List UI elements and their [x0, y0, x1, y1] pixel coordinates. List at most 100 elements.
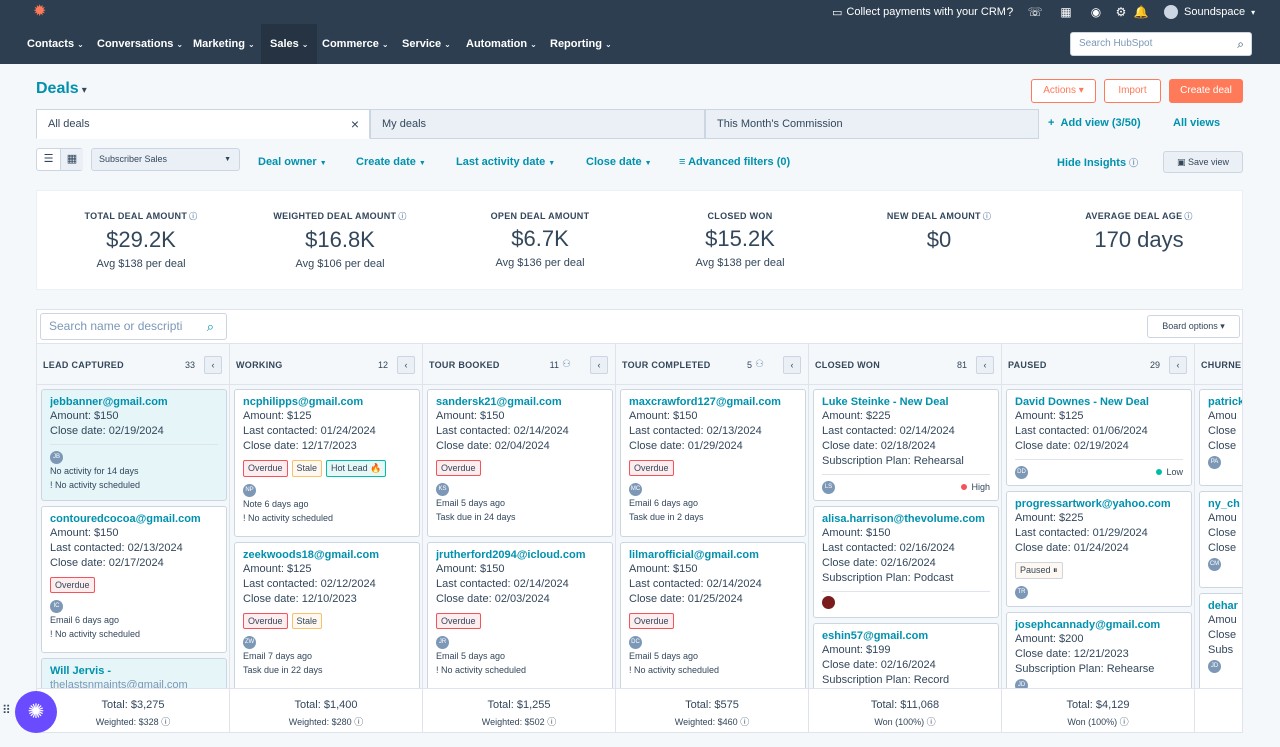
import-button[interactable]: Import	[1104, 79, 1161, 103]
avatar	[822, 596, 835, 609]
marketplace-icon[interactable]: ▦	[1060, 5, 1072, 19]
total-tour-booked: Total: $1,255 Weighted: $502 ⓘ	[423, 689, 616, 732]
actions-button[interactable]: Actions ▾	[1031, 79, 1096, 103]
avatar: NP	[243, 484, 256, 497]
notifications-icon[interactable]: 🔔	[1133, 5, 1149, 19]
metric-weighted-deal-amount: WEIGHTED DEAL AMOUNT ⓘ $16.8K Avg $106 per…	[273, 211, 407, 270]
search-icon: ⌕	[206, 319, 214, 334]
total-closed-won: Total: $11,068 Won (100%) ⓘ	[809, 689, 1002, 732]
deal-card[interactable]: zeekwoods18@gmail.com Amount: $125 Last …	[234, 542, 420, 692]
deal-card[interactable]: maxcrawford127@gmail.com Amount: $150 La…	[620, 389, 806, 537]
pipeline-select[interactable]: Subscriber Sales ▼	[91, 148, 240, 171]
board-column-lead-captured: LEAD CAPTURED 33 ‹ jebbanner@gmail.com Amo…	[37, 343, 230, 698]
help-icon[interactable]: ?	[1006, 5, 1014, 19]
board-column-working: WORKING 12 ‹ ncphilipps@gmail.com Amount: …	[230, 343, 423, 692]
metric-average-deal-age: AVERAGE DEAL AGE ⓘ 170 days	[1085, 211, 1193, 252]
settings-icon[interactable]: ⚙	[1115, 5, 1127, 19]
board-column-paused: PAUSED 29 ‹ David Downes - New Deal Amount…	[1002, 343, 1195, 692]
nav-sales[interactable]: Sales ⌄	[261, 24, 318, 64]
nav-reporting[interactable]: Reporting ⌄	[550, 38, 612, 50]
total-lead-captured: Total: $3,275 Weighted: $328 ⓘ	[37, 689, 230, 732]
last-activity-filter[interactable]: Last activity date ▼	[456, 156, 556, 168]
nav-service[interactable]: Service ⌄	[402, 38, 451, 50]
drag-handle-icon[interactable]: ⠿	[2, 703, 11, 717]
collapse-column-button[interactable]: ‹	[1169, 356, 1187, 374]
hide-insights-button[interactable]: Hide Insights ⓘ	[1057, 157, 1139, 169]
total-working: Total: $1,400 Weighted: $280 ⓘ	[230, 689, 423, 732]
deal-card[interactable]: contouredcocoa@gmail.com Amount: $150 La…	[41, 506, 227, 653]
collapse-column-button[interactable]: ‹	[976, 356, 994, 374]
tab-commission[interactable]: This Month's Commission	[705, 109, 1039, 139]
deal-card[interactable]: josephcannady@gmail.com Amount: $200 Clo…	[1006, 612, 1192, 692]
deal-card[interactable]: jrutherford2094@icloud.com Amount: $150 …	[427, 542, 613, 692]
account-menu[interactable]: Soundspace ▾	[1164, 0, 1255, 24]
create-deal-button[interactable]: Create deal	[1169, 79, 1243, 103]
total-paused: Total: $4,129 Won (100%) ⓘ	[1002, 689, 1195, 732]
deals-board: Search name or descripti ⌕ Board options …	[36, 309, 1243, 733]
avatar: LS	[822, 481, 835, 494]
assistant-launcher-button[interactable]: ✺	[15, 691, 57, 733]
board-search-input[interactable]: Search name or descripti ⌕	[40, 313, 227, 340]
view-toggle: ☰ ▦	[36, 148, 83, 171]
deal-card[interactable]: dehar Amou Close Subs JD	[1199, 593, 1242, 693]
advanced-filters-button[interactable]: ≡ Advanced filters (0)	[679, 156, 791, 168]
deal-card[interactable]: alisa.harrison@thevolume.com Amount: $15…	[813, 506, 999, 618]
deal-card[interactable]: ncphilipps@gmail.com Amount: $125 Last c…	[234, 389, 420, 537]
total-tour-completed: Total: $575 Weighted: $460 ⓘ	[616, 689, 809, 732]
deal-card[interactable]: jebbanner@gmail.com Amount: $150 Close d…	[41, 389, 227, 501]
copilot-icon[interactable]: ◉	[1090, 5, 1102, 19]
deal-card[interactable]: progressartwork@yahoo.com Amount: $225 L…	[1006, 491, 1192, 607]
page-title[interactable]: Deals ▾	[36, 80, 87, 97]
priority-high: High	[961, 482, 990, 492]
automation-icon: ⚇	[755, 359, 764, 370]
avatar: CM	[1208, 558, 1221, 571]
top-bar: ✹ ▭ Collect payments with your CRM ? ☏ ▦…	[0, 0, 1280, 24]
avatar: KS	[436, 483, 449, 496]
board-options-button[interactable]: Board options ▾	[1147, 315, 1240, 338]
avatar: JD	[1208, 660, 1221, 673]
nav-automation[interactable]: Automation ⌄	[466, 38, 537, 50]
promo-banner[interactable]: ▭ Collect payments with your CRM	[832, 0, 1006, 24]
collapse-column-button[interactable]: ‹	[397, 356, 415, 374]
deal-card[interactable]: lilmarofficial@gmail.com Amount: $150 La…	[620, 542, 806, 692]
nav-conversations[interactable]: Conversations ⌄	[97, 38, 184, 50]
avatar: ZW	[243, 636, 256, 649]
all-views-link[interactable]: All views	[1173, 117, 1221, 129]
deal-card[interactable]: patrick Amou Close Close PA	[1199, 389, 1242, 486]
deal-card[interactable]: eshin57@gmail.com Amount: $199 Close dat…	[813, 623, 999, 693]
close-date-filter[interactable]: Close date ▼	[586, 156, 652, 168]
tab-all-deals[interactable]: All deals ×	[36, 109, 370, 139]
tab-my-deals[interactable]: My deals	[370, 109, 705, 139]
phone-icon[interactable]: ☏	[1027, 5, 1043, 19]
account-avatar	[1164, 5, 1178, 19]
board-column-closed-won: CLOSED WON 81 ‹ Luke Steinke - New Deal Am…	[809, 343, 1002, 693]
add-view-button[interactable]: + Add view (3/50)	[1048, 117, 1141, 129]
collapse-column-button[interactable]: ‹	[590, 356, 608, 374]
global-search-input[interactable]: Search HubSpot ⌕	[1070, 32, 1252, 56]
deal-owner-filter[interactable]: Deal owner ▼	[258, 156, 327, 168]
list-view-icon[interactable]: ☰	[43, 153, 54, 165]
save-view-button[interactable]: ▣ Save view	[1163, 151, 1243, 173]
metric-total-deal-amount: TOTAL DEAL AMOUNT ⓘ $29.2K Avg $138 per de…	[84, 211, 198, 270]
deal-card[interactable]: ny_ch Amou Close Close CM	[1199, 491, 1242, 588]
deal-card[interactable]: Luke Steinke - New Deal Amount: $225 Las…	[813, 389, 999, 501]
close-icon[interactable]: ×	[350, 116, 359, 132]
collapse-column-button[interactable]: ‹	[204, 356, 222, 374]
collapse-column-button[interactable]: ‹	[783, 356, 801, 374]
filter-icon: ≡	[679, 156, 686, 168]
deal-card[interactable]: David Downes - New Deal Amount: $125 Las…	[1006, 389, 1192, 486]
board-column-churned: CHURNE patrick Amou Close Close PA ny_ch…	[1195, 343, 1242, 693]
promo-text: Collect payments with your CRM	[846, 6, 1006, 18]
insights-panel: TOTAL DEAL AMOUNT ⓘ $29.2K Avg $138 per de…	[36, 190, 1243, 290]
create-date-filter[interactable]: Create date ▼	[356, 156, 426, 168]
deal-card[interactable]: sandersk21@gmail.com Amount: $150 Last c…	[427, 389, 613, 537]
column-totals: Total: $3,275 Weighted: $328 ⓘ Total: $1,…	[37, 688, 1242, 732]
avatar: JR	[436, 636, 449, 649]
info-icon: ⓘ	[1184, 212, 1193, 221]
nav-contacts[interactable]: Contacts ⌄	[27, 38, 84, 50]
board-column-tour-completed: TOUR COMPLETED ⚇ 5 ‹ maxcrawford127@gmail.c…	[616, 343, 809, 692]
board-view-icon[interactable]: ▦	[60, 149, 83, 170]
nav-marketing[interactable]: Marketing ⌄	[193, 38, 255, 50]
hubspot-logo[interactable]: ✹	[33, 3, 47, 20]
nav-commerce[interactable]: Commerce ⌄	[322, 38, 389, 50]
